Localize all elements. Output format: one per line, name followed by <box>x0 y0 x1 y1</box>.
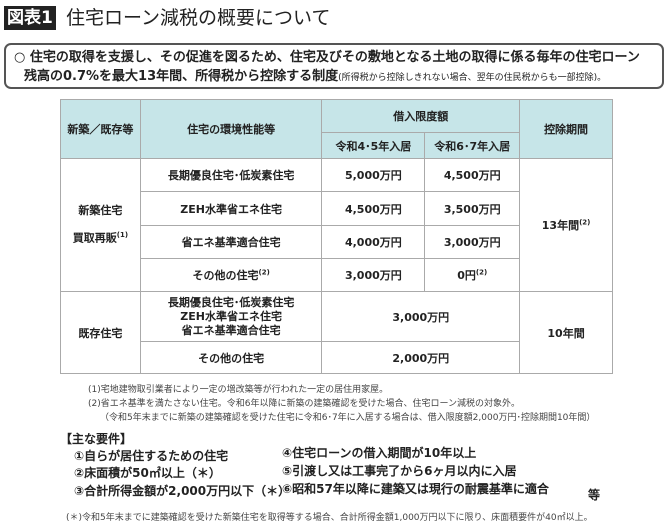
r45-cell: 4,500万円 <box>321 191 426 226</box>
header-performance: 住宅の環境性能等 <box>139 99 323 159</box>
r67-cell: 0円(2) <box>424 258 521 292</box>
note-3: （令和5年末までに新築の建築確認を受けた住宅に令和6･7年に入居する場合は、借入… <box>100 413 596 423</box>
table-row: 既存住宅 長期優良住宅･低炭素住宅 ZEH水準省エネ住宅 省エネ基準適合住宅 3,0… <box>60 291 613 374</box>
r45-cell: 4,000万円 <box>321 225 426 259</box>
requirement-item: ②床面積が50㎡以上（＊） <box>74 466 221 480</box>
note-2: (2)省エネ基準を満たさない住宅。令和6年以降に新築の建築確認を受けた場合、住宅… <box>88 399 521 409</box>
loan-limit-table: 新築／既存等 住宅の環境性能等 借入限度額 控除期間 令和4･5年入居 令和6･… <box>60 99 613 374</box>
summary-line1: ○ 住宅の取得を支援し、その促進を図るため、住宅及びその敷地となる土地の取得に係… <box>14 50 640 65</box>
requirement-item: ④住宅ローンの借入期間が10年以上 <box>282 446 477 460</box>
summary-line2: 残高の0.7%を最大13年間、所得税から控除する制度 <box>24 69 339 84</box>
new-house-label: 新築住宅 買取再販(1) <box>60 158 141 292</box>
table-row: 省エネ基準適合住宅 4,000万円 3,000万円 <box>61 225 613 259</box>
r67-cell: 3,500万円 <box>424 191 521 226</box>
r45-cell: 3,000万円 <box>321 258 426 292</box>
table-row: その他の住宅(2) 3,000万円 0円(2) <box>61 258 613 292</box>
requirements-heading: 【主な要件】 <box>60 432 133 446</box>
requirement-item: ③合計所得金額が2,000万円以下（＊） <box>74 484 291 498</box>
footnote: (＊)令和5年末までに建築確認を受けた新築住宅を取得等する場合、合計所得金額1,… <box>66 513 593 523</box>
r67-cell: 3,000万円 <box>424 225 521 259</box>
perf-cell: 長期優良住宅･低炭素住宅 <box>139 158 323 192</box>
summary-box: ○ 住宅の取得を支援し、その促進を図るため、住宅及びその敷地となる土地の取得に係… <box>4 43 664 89</box>
header-type: 新築／既存等 <box>60 99 141 159</box>
header-r45: 令和4･5年入居 <box>321 132 426 159</box>
r67-cell: 4,500万円 <box>424 158 521 192</box>
new-period: 13年間(2) <box>519 158 613 292</box>
requirement-item: ⑥昭和57年以降に建築又は現行の耐震基準に適合 <box>282 482 549 496</box>
header-period: 控除期間 <box>519 99 613 159</box>
existing-period: 10年間 <box>519 291 613 374</box>
page-title: 住宅ローン減税の概要について <box>66 7 331 29</box>
requirement-item: ⑤引渡し又は工事完了から6ヶ月以内に入居 <box>282 464 517 478</box>
summary-line2-small: (所得税から控除しきれない場合、翌年の住民税からも一部控除)。 <box>338 73 607 83</box>
existing-value: 2,000万円 <box>321 341 521 374</box>
table-row: 新築住宅 買取再販(1) 長期優良住宅･低炭素住宅 5,000万円 4,500万円… <box>60 158 613 292</box>
perf-cell: その他の住宅(2) <box>139 258 323 292</box>
header-r67: 令和6･7年入居 <box>424 132 521 159</box>
table-row: その他の住宅 2,000万円 <box>61 341 613 374</box>
existing-value: 3,000万円 <box>321 291 521 342</box>
header-limit: 借入限度額 <box>321 99 521 133</box>
requirement-etc: 等 <box>588 488 601 502</box>
r45-cell: 5,000万円 <box>321 158 426 192</box>
table-row: ZEH水準省エネ住宅 4,500万円 3,500万円 <box>61 191 613 226</box>
existing-perf-cell: 長期優良住宅･低炭素住宅 ZEH水準省エネ住宅 省エネ基準適合住宅 <box>139 291 323 342</box>
perf-cell: 省エネ基準適合住宅 <box>139 225 323 259</box>
perf-cell: ZEH水準省エネ住宅 <box>139 191 323 226</box>
requirement-item: ①自らが居住するための住宅 <box>74 449 229 463</box>
note-1: (1)宅地建物取引業者により一定の増改築等が行われた一定の居住用家屋。 <box>88 385 389 395</box>
figure-badge: 図表1 <box>4 6 56 30</box>
existing-perf-cell: その他の住宅 <box>139 341 323 374</box>
existing-house-label: 既存住宅 <box>60 291 141 374</box>
